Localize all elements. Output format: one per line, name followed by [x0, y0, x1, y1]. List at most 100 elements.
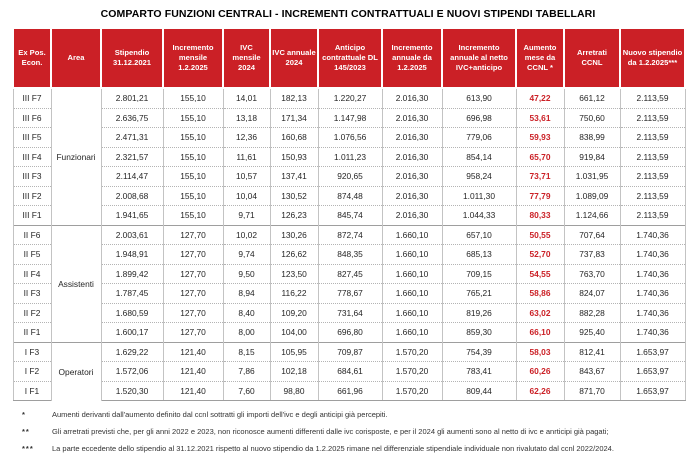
value-cell: 121,40 [162, 341, 224, 362]
value-cell: 2.801,21 [100, 87, 164, 108]
value-cell: 1.031,95 [563, 166, 621, 186]
value-cell: 8,40 [222, 302, 271, 323]
value-cell: 63,02 [515, 302, 565, 323]
value-cell: 155,10 [162, 107, 224, 128]
value-cell: 182,13 [269, 87, 319, 108]
value-cell: 8,00 [222, 322, 271, 342]
value-cell: 783,41 [441, 361, 517, 381]
value-cell: 1.653,97 [619, 341, 686, 362]
value-cell: 874,48 [317, 185, 383, 206]
value-cell: 657,10 [441, 224, 517, 245]
value-cell: 1.740,36 [619, 224, 686, 245]
table-row: III F5 2.471,31 155,10 12,36 160,68 1.076,56 2… [12, 127, 686, 147]
pos-econ-cell: I F2 [12, 361, 52, 381]
pos-econ-cell: I F3 [12, 341, 52, 362]
column-header-nuovo-stipendio: Nuovo stipendio da 1.2.2025*** [619, 27, 686, 89]
footnote-text: Gli arretrati previsti che, per gli anni… [52, 427, 609, 437]
value-cell: 838,99 [563, 127, 621, 147]
value-cell: 10,02 [222, 224, 271, 245]
area-cell: Operatori [50, 341, 102, 401]
value-cell: 1.011,30 [441, 185, 517, 206]
table-header: Ex Pos. Econ. Area Stipendio 31.12.2021 … [12, 27, 686, 89]
value-cell: 661,12 [563, 87, 621, 108]
value-cell: 1.660,10 [381, 283, 443, 303]
table-body: III F7 Funzionari 2.801,21 155,10 14,01 182,1… [12, 87, 686, 401]
value-cell: 58,03 [515, 341, 565, 362]
table-row: III F6 2.636,75 155,10 13,18 171,34 1.147,98 2… [12, 107, 686, 128]
value-cell: 731,64 [317, 302, 383, 323]
column-header-ivc-annuale: IVC annuale 2024 [269, 27, 319, 89]
pos-econ-cell: II F1 [12, 322, 52, 342]
value-cell: 1.124,66 [563, 205, 621, 225]
value-cell: 2.113,59 [619, 107, 686, 128]
table-row: II F4 1.899,42 127,70 9,50 123,50 827,45 1.660… [12, 263, 686, 284]
value-cell: 59,93 [515, 127, 565, 147]
value-cell: 116,22 [269, 283, 319, 303]
value-cell: 1.680,59 [100, 302, 164, 323]
value-cell: 2.003,61 [100, 224, 164, 245]
value-cell: 1.570,20 [381, 361, 443, 381]
table-row: III F4 2.321,57 155,10 11,61 150,93 1.011,23 2… [12, 146, 686, 167]
table-row: I F2 1.572,06 121,40 7,86 102,18 684,61 1.570,… [12, 361, 686, 381]
pos-econ-cell: I F1 [12, 380, 52, 401]
value-cell: 13,18 [222, 107, 271, 128]
value-cell: 126,23 [269, 205, 319, 225]
table-row: III F3 2.114,47 155,10 10,57 137,41 920,65 2.0… [12, 166, 686, 186]
value-cell: 872,74 [317, 224, 383, 245]
value-cell: 709,87 [317, 341, 383, 362]
value-cell: 11,61 [222, 146, 271, 167]
value-cell: 7,86 [222, 361, 271, 381]
value-cell: 737,83 [563, 244, 621, 264]
table-row: II F5 1.948,91 127,70 9,74 126,62 848,35 1.660… [12, 244, 686, 264]
value-cell: 155,10 [162, 87, 224, 108]
column-header-stipendio-2021: Stipendio 31.12.2021 [100, 27, 164, 89]
value-cell: 109,20 [269, 302, 319, 323]
value-cell: 2.113,59 [619, 185, 686, 206]
value-cell: 127,70 [162, 244, 224, 264]
value-cell: 920,65 [317, 166, 383, 186]
value-cell: 684,61 [317, 361, 383, 381]
pos-econ-cell: III F3 [12, 166, 52, 186]
value-cell: 121,40 [162, 361, 224, 381]
value-cell: 2.113,59 [619, 87, 686, 108]
pos-econ-cell: II F5 [12, 244, 52, 264]
value-cell: 1.660,10 [381, 322, 443, 342]
table-row: II F2 1.680,59 127,70 8,40 109,20 731,64 1.660… [12, 302, 686, 323]
value-cell: 696,98 [441, 107, 517, 128]
value-cell: 871,70 [563, 380, 621, 401]
value-cell: 765,21 [441, 283, 517, 303]
value-cell: 121,40 [162, 380, 224, 401]
value-cell: 58,86 [515, 283, 565, 303]
value-cell: 1.948,91 [100, 244, 164, 264]
value-cell: 9,71 [222, 205, 271, 225]
value-cell: 919,84 [563, 146, 621, 167]
value-cell: 155,10 [162, 185, 224, 206]
value-cell: 10,57 [222, 166, 271, 186]
footnote-marker: * [22, 410, 26, 419]
value-cell: 9,50 [222, 263, 271, 284]
value-cell: 2.016,30 [381, 185, 443, 206]
column-header-area: Area [50, 27, 102, 89]
column-header-incremento-annuale: Incremento annuale da 1.2.2025 [381, 27, 443, 89]
value-cell: 155,10 [162, 146, 224, 167]
value-cell: 1.600,17 [100, 322, 164, 342]
value-cell: 130,26 [269, 224, 319, 245]
value-cell: 2.016,30 [381, 205, 443, 225]
value-cell: 1.089,09 [563, 185, 621, 206]
area-cell: Funzionari [50, 87, 102, 225]
value-cell: 1.570,20 [381, 380, 443, 401]
value-cell: 824,07 [563, 283, 621, 303]
value-cell: 155,10 [162, 127, 224, 147]
value-cell: 53,61 [515, 107, 565, 128]
value-cell: 1.660,10 [381, 263, 443, 284]
pos-econ-cell: III F2 [12, 185, 52, 206]
value-cell: 150,93 [269, 146, 319, 167]
pos-econ-cell: III F5 [12, 127, 52, 147]
column-header-incremento-mensile: Incremento mensile 1.2.2025 [162, 27, 224, 89]
footnotes: * Aumenti derivanti dall'aumento definit… [22, 410, 684, 454]
value-cell: 843,67 [563, 361, 621, 381]
value-cell: 14,01 [222, 87, 271, 108]
pos-econ-cell: II F6 [12, 224, 52, 245]
salary-table: Ex Pos. Econ. Area Stipendio 31.12.2021 … [12, 27, 686, 401]
value-cell: 661,96 [317, 380, 383, 401]
